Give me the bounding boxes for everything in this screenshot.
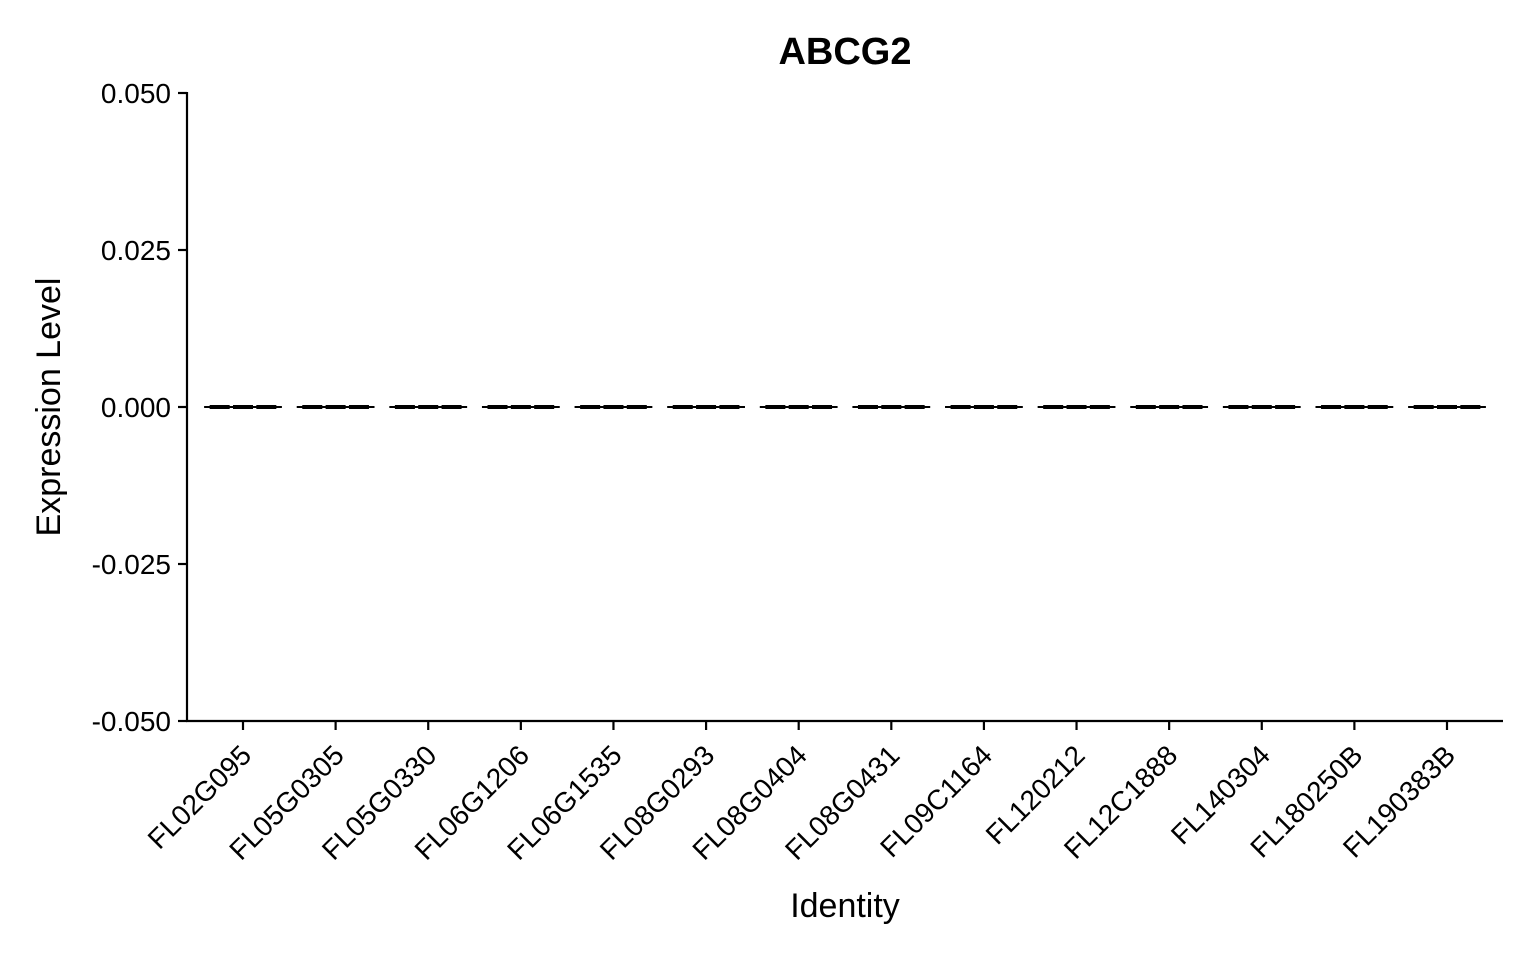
data-point xyxy=(1043,405,1064,409)
data-point xyxy=(1321,405,1342,409)
data-point xyxy=(1182,405,1203,409)
violin-points xyxy=(580,405,647,409)
x-axis-title: Identity xyxy=(790,887,900,925)
violin-points xyxy=(1228,405,1296,409)
data-point xyxy=(857,405,878,409)
y-tick-label: 0.025 xyxy=(101,235,171,266)
data-point xyxy=(950,405,971,409)
data-point xyxy=(788,405,809,409)
violin-points xyxy=(1413,405,1481,409)
data-point xyxy=(580,405,601,409)
violin-points xyxy=(1135,405,1203,409)
data-point xyxy=(1251,405,1272,409)
data-point xyxy=(719,405,740,409)
y-tick-label: -0.050 xyxy=(92,706,171,737)
data-point xyxy=(418,405,439,409)
data-point xyxy=(626,405,647,409)
violin-points xyxy=(950,405,1018,409)
violin-points xyxy=(672,405,740,409)
violin-points xyxy=(857,405,925,409)
y-axis: -0.050 -0.025 0.000 0.025 0.050 xyxy=(92,78,189,737)
y-tick-label: -0.025 xyxy=(92,549,171,580)
data-point xyxy=(302,405,323,409)
data-point xyxy=(881,405,902,409)
data-point xyxy=(1066,405,1087,409)
data-point xyxy=(325,405,346,409)
y-axis-title: Expression Level xyxy=(30,278,68,537)
data-point xyxy=(997,405,1018,409)
plot-marks xyxy=(204,405,1486,409)
data-point xyxy=(1089,405,1110,409)
chart-title: ABCG2 xyxy=(778,31,911,73)
data-point xyxy=(1275,405,1296,409)
data-point xyxy=(1159,405,1180,409)
data-point xyxy=(1135,405,1156,409)
violin-points xyxy=(1043,405,1110,409)
data-point xyxy=(973,405,994,409)
violin-points xyxy=(765,405,833,409)
data-point xyxy=(233,405,253,409)
data-point xyxy=(487,405,508,409)
violin-points xyxy=(1321,405,1388,409)
data-point xyxy=(1460,405,1481,409)
data-point xyxy=(348,405,369,409)
violin-points xyxy=(209,405,277,409)
y-tick-label: 0.000 xyxy=(101,392,171,423)
data-point xyxy=(534,405,555,409)
data-point xyxy=(256,405,277,409)
data-point xyxy=(1367,405,1388,409)
data-point xyxy=(1413,405,1434,409)
x-axis: FL02G095FL05G0305FL05G0330FL06G1206FL06G… xyxy=(142,719,1503,866)
data-point xyxy=(209,405,230,409)
data-point xyxy=(672,405,693,409)
data-point xyxy=(1437,405,1457,409)
data-point xyxy=(1344,405,1365,409)
data-point xyxy=(696,405,717,409)
violin-points xyxy=(302,405,369,409)
data-point xyxy=(603,405,624,409)
data-point xyxy=(441,405,462,409)
data-point xyxy=(812,405,833,409)
violin-points xyxy=(394,405,462,409)
data-point xyxy=(765,405,786,409)
data-point xyxy=(904,405,925,409)
violin-points xyxy=(487,405,555,409)
data-point xyxy=(510,405,531,409)
data-point xyxy=(394,405,415,409)
data-point xyxy=(1228,405,1249,409)
y-tick-label: 0.050 xyxy=(101,78,171,109)
